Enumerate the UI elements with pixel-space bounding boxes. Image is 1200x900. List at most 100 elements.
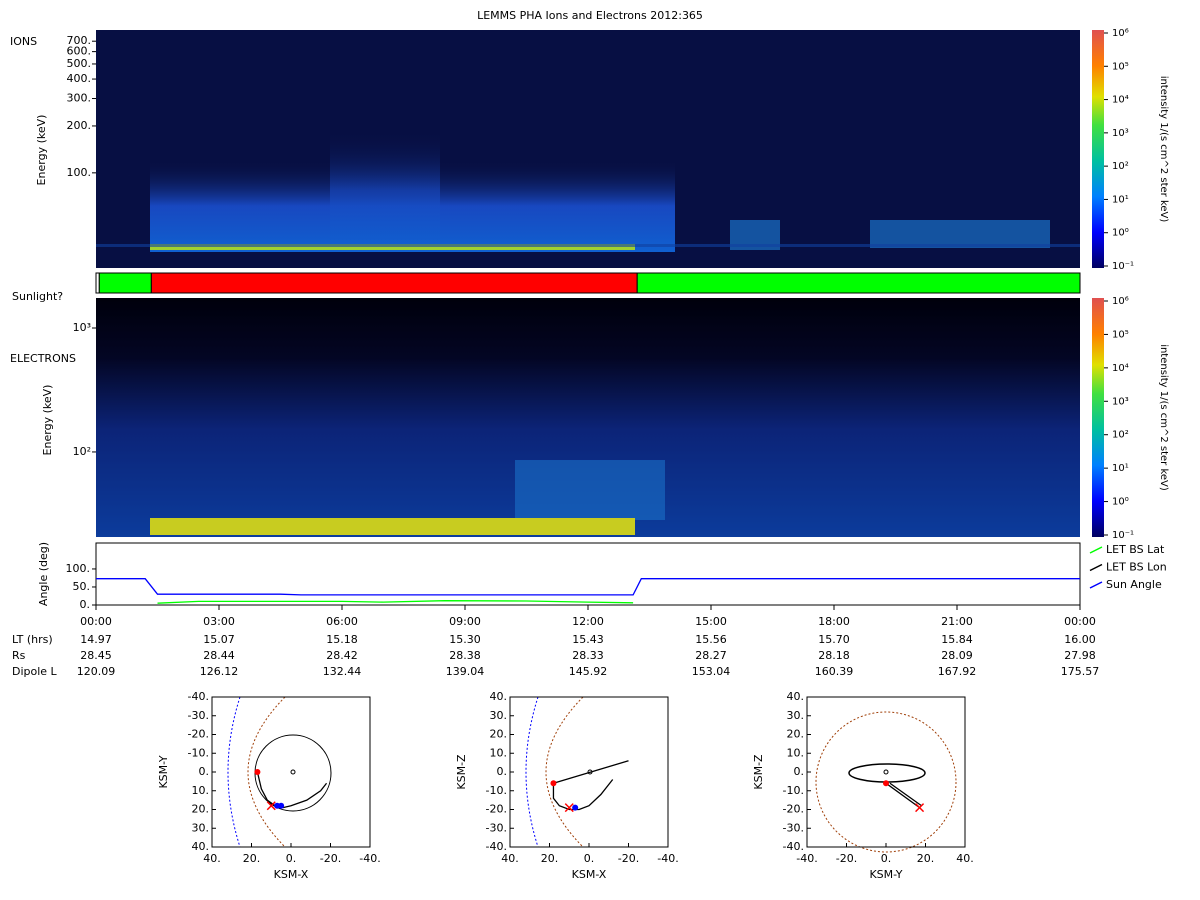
y-tick-label: 40. xyxy=(192,840,210,853)
colorbar-tick-label: 10² xyxy=(1112,161,1129,172)
y-tick-label: 10. xyxy=(490,746,508,759)
series-line xyxy=(157,600,634,604)
sunlight-segment xyxy=(98,272,152,294)
row-value: 16.00 xyxy=(1064,633,1096,646)
legend-label: LET BS Lat xyxy=(1106,543,1165,556)
marker xyxy=(564,803,574,813)
colorbar-tick-label: 10⁶ xyxy=(1112,28,1129,39)
trajectory xyxy=(889,782,922,807)
colorbar-tick-label: 10² xyxy=(1112,430,1129,441)
y-axis-label: Energy (keV) xyxy=(41,385,54,456)
row-label: Dipole L xyxy=(12,665,58,678)
electrons-spectrogram xyxy=(96,298,1080,537)
x-tick-label: -40. xyxy=(796,852,817,865)
panel-label: IONS xyxy=(10,35,37,48)
marker xyxy=(254,769,261,775)
row-value: 175.57 xyxy=(1061,665,1100,678)
y-tick-label: -20. xyxy=(188,728,209,741)
row-value: 120.09 xyxy=(77,665,116,678)
row-value: 28.33 xyxy=(572,649,604,662)
legend-label: LET BS Lon xyxy=(1106,561,1167,574)
x-tick-label: 15:00 xyxy=(695,615,727,628)
x-tick-label: -20. xyxy=(836,852,857,865)
colorbar-label: intensity 1/(s cm^2 ster keV) xyxy=(1158,76,1169,223)
y-tick-label: 700. xyxy=(67,34,92,47)
x-tick-label: -20. xyxy=(320,852,341,865)
x-tick-label: 20. xyxy=(243,852,261,865)
series-line xyxy=(96,578,1080,596)
y-tick-label: -30. xyxy=(188,709,209,722)
row-value: 126.12 xyxy=(200,665,239,678)
y-tick-label: 40. xyxy=(490,690,508,703)
x-tick-label: 21:00 xyxy=(941,615,973,628)
row-value: 28.09 xyxy=(941,649,973,662)
legend-swatch xyxy=(1089,546,1103,554)
y-axis-label: KSM-Z xyxy=(455,754,468,790)
sunlight-segment xyxy=(150,272,638,294)
timeline-label: Sunlight? xyxy=(12,290,63,303)
y-axis-label: KSM-Z xyxy=(752,754,765,790)
row-value: 153.04 xyxy=(692,665,731,678)
y-tick-label: -30. xyxy=(783,821,804,834)
row-value: 160.39 xyxy=(815,665,854,678)
y-tick-label: 600. xyxy=(67,45,92,58)
marker xyxy=(266,801,276,811)
row-value: 15.84 xyxy=(941,633,973,646)
colorbar-tick-label: 10⁰ xyxy=(1112,497,1129,508)
row-value: 15.07 xyxy=(203,633,235,646)
y-tick-label: 100. xyxy=(66,562,91,575)
y-tick-label: 0. xyxy=(80,598,91,611)
x-tick-label: 03:00 xyxy=(203,615,235,628)
marker xyxy=(883,780,889,787)
y-tick-label: -20. xyxy=(783,803,804,816)
row-value: 28.38 xyxy=(449,649,481,662)
y-tick-label: 10. xyxy=(787,746,805,759)
colorbar xyxy=(1092,298,1104,537)
ions-spectrogram xyxy=(96,30,1080,268)
y-tick-label: 0. xyxy=(794,765,805,778)
colorbar-tick-label: 10⁴ xyxy=(1112,363,1129,374)
y-axis-label: Energy (keV) xyxy=(35,115,48,186)
colorbar-tick-label: 10⁴ xyxy=(1112,95,1129,106)
trajectory xyxy=(553,760,629,784)
y-tick-label: 0. xyxy=(199,765,210,778)
y-axis-label: Angle (deg) xyxy=(37,542,50,606)
y-tick-label: -30. xyxy=(486,821,507,834)
y-tick-label: 400. xyxy=(67,72,92,85)
colorbar-tick-label: 10³ xyxy=(1112,396,1129,407)
x-tick-label: 20. xyxy=(541,852,559,865)
x-tick-label: 00:00 xyxy=(1064,615,1096,628)
row-value: 28.45 xyxy=(80,649,112,662)
colorbar-tick-label: 10³ xyxy=(1112,128,1129,139)
row-value: 28.44 xyxy=(203,649,235,662)
x-tick-label: 00:00 xyxy=(80,615,112,628)
y-tick-label: 30. xyxy=(787,709,805,722)
row-value: 167.92 xyxy=(938,665,977,678)
y-tick-label: -10. xyxy=(188,746,209,759)
trajectory xyxy=(885,782,920,809)
marker xyxy=(550,780,557,787)
y-tick-label: 20. xyxy=(490,728,508,741)
trajectory xyxy=(552,779,614,811)
marker xyxy=(572,804,579,811)
colorbar xyxy=(1092,30,1104,268)
row-value: 15.30 xyxy=(449,633,481,646)
row-value: 28.42 xyxy=(326,649,358,662)
x-tick-label: -20. xyxy=(618,852,639,865)
row-value: 27.98 xyxy=(1064,649,1096,662)
y-tick-label: 300. xyxy=(67,92,92,105)
angle-frame xyxy=(95,542,1081,606)
y-tick-label: 30. xyxy=(490,709,508,722)
y-tick-label: 0. xyxy=(497,765,508,778)
row-label: LT (hrs) xyxy=(12,633,53,646)
row-value: 28.27 xyxy=(695,649,727,662)
x-tick-label: 40. xyxy=(203,852,221,865)
x-axis-label: KSM-X xyxy=(572,868,607,881)
y-tick-label: 20. xyxy=(787,728,805,741)
y-tick-label: -10. xyxy=(486,784,507,797)
colorbar-tick-label: 10⁵ xyxy=(1112,329,1129,340)
y-tick-label: 10. xyxy=(192,784,210,797)
legend-swatch xyxy=(1089,563,1103,572)
x-tick-label: 0. xyxy=(881,852,892,865)
